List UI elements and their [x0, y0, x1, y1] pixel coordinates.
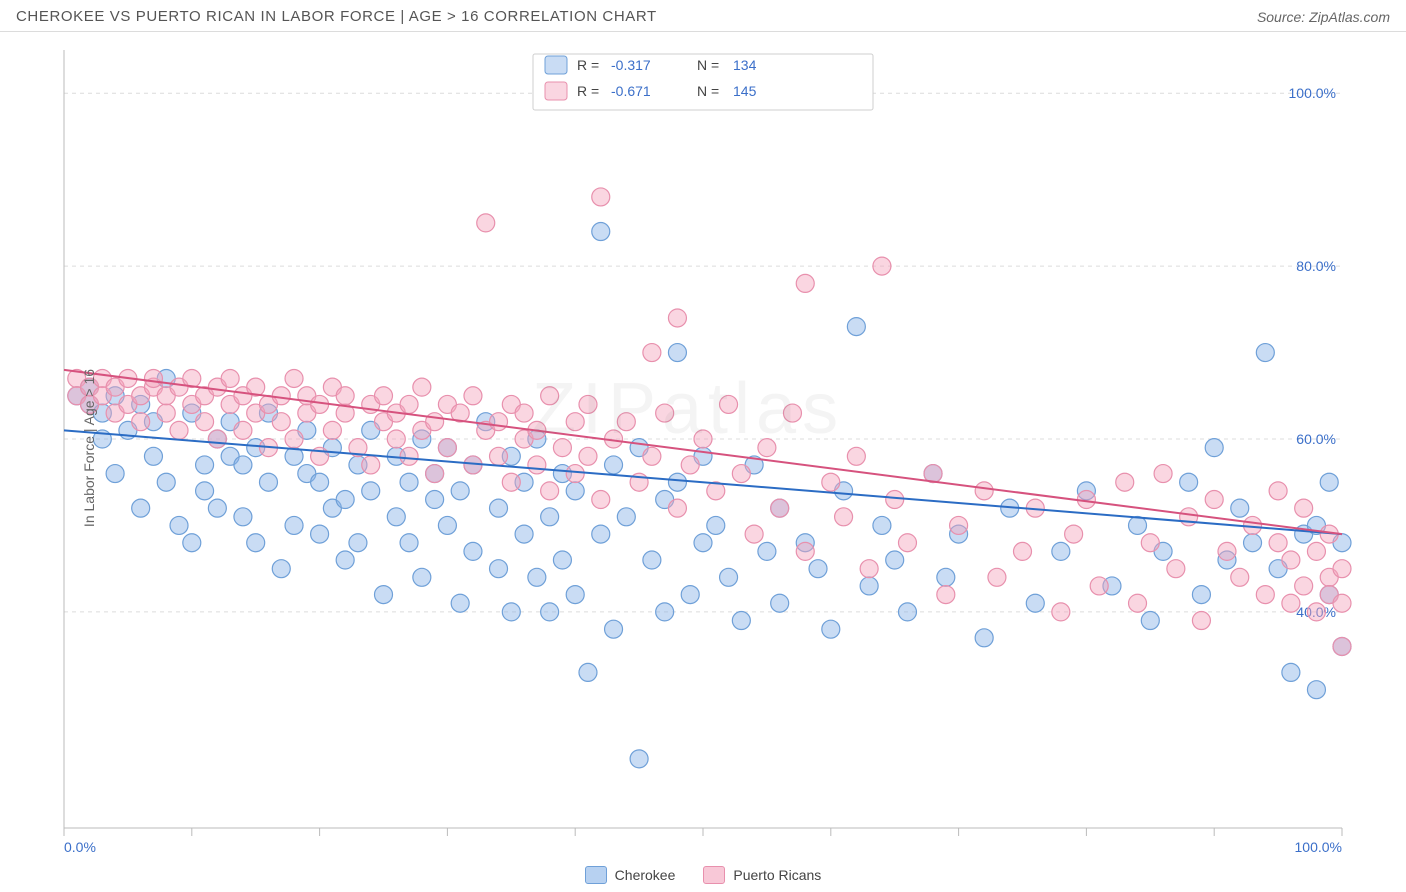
legend-swatch: [585, 866, 607, 884]
svg-text:100.0%: 100.0%: [1295, 839, 1342, 855]
chart-header: CHEROKEE VS PUERTO RICAN IN LABOR FORCE …: [0, 0, 1406, 32]
svg-text:134: 134: [733, 57, 757, 73]
legend-item: Puerto Ricans: [703, 866, 821, 884]
legend-item: Cherokee: [585, 866, 676, 884]
svg-text:-0.317: -0.317: [611, 57, 651, 73]
svg-text:100.0%: 100.0%: [1289, 85, 1336, 101]
legend-swatch: [703, 866, 725, 884]
svg-text:80.0%: 80.0%: [1296, 258, 1336, 274]
chart-title: CHEROKEE VS PUERTO RICAN IN LABOR FORCE …: [16, 8, 657, 25]
svg-text:R =: R =: [577, 57, 599, 73]
legend-label: Puerto Ricans: [733, 867, 821, 883]
svg-text:145: 145: [733, 83, 757, 99]
svg-text:0.0%: 0.0%: [64, 839, 96, 855]
scatter-chart: 0.0%100.0%40.0%60.0%80.0%100.0%R =-0.317…: [12, 38, 1394, 858]
y-axis-label: In Labor Force | Age > 16: [81, 369, 97, 527]
svg-text:-0.671: -0.671: [611, 83, 651, 99]
chart-container: In Labor Force | Age > 16 ZIPatlas 0.0%1…: [12, 38, 1394, 858]
legend-label: Cherokee: [615, 867, 676, 883]
svg-text:N =: N =: [697, 83, 719, 99]
svg-text:60.0%: 60.0%: [1296, 431, 1336, 447]
legend-bottom: Cherokee Puerto Ricans: [0, 866, 1406, 884]
chart-source: Source: ZipAtlas.com: [1257, 9, 1390, 25]
svg-text:R =: R =: [577, 83, 599, 99]
svg-text:N =: N =: [697, 57, 719, 73]
